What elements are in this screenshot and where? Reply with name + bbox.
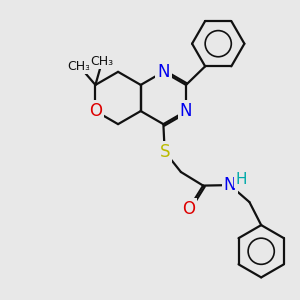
Text: CH₃: CH₃ xyxy=(90,56,113,68)
Text: CH₃: CH₃ xyxy=(68,60,91,73)
Text: H: H xyxy=(236,172,247,187)
Text: N: N xyxy=(180,102,192,120)
Text: N: N xyxy=(224,176,236,194)
Text: S: S xyxy=(159,142,170,160)
Text: O: O xyxy=(182,200,195,217)
Text: O: O xyxy=(89,102,102,120)
Text: N: N xyxy=(157,63,170,81)
